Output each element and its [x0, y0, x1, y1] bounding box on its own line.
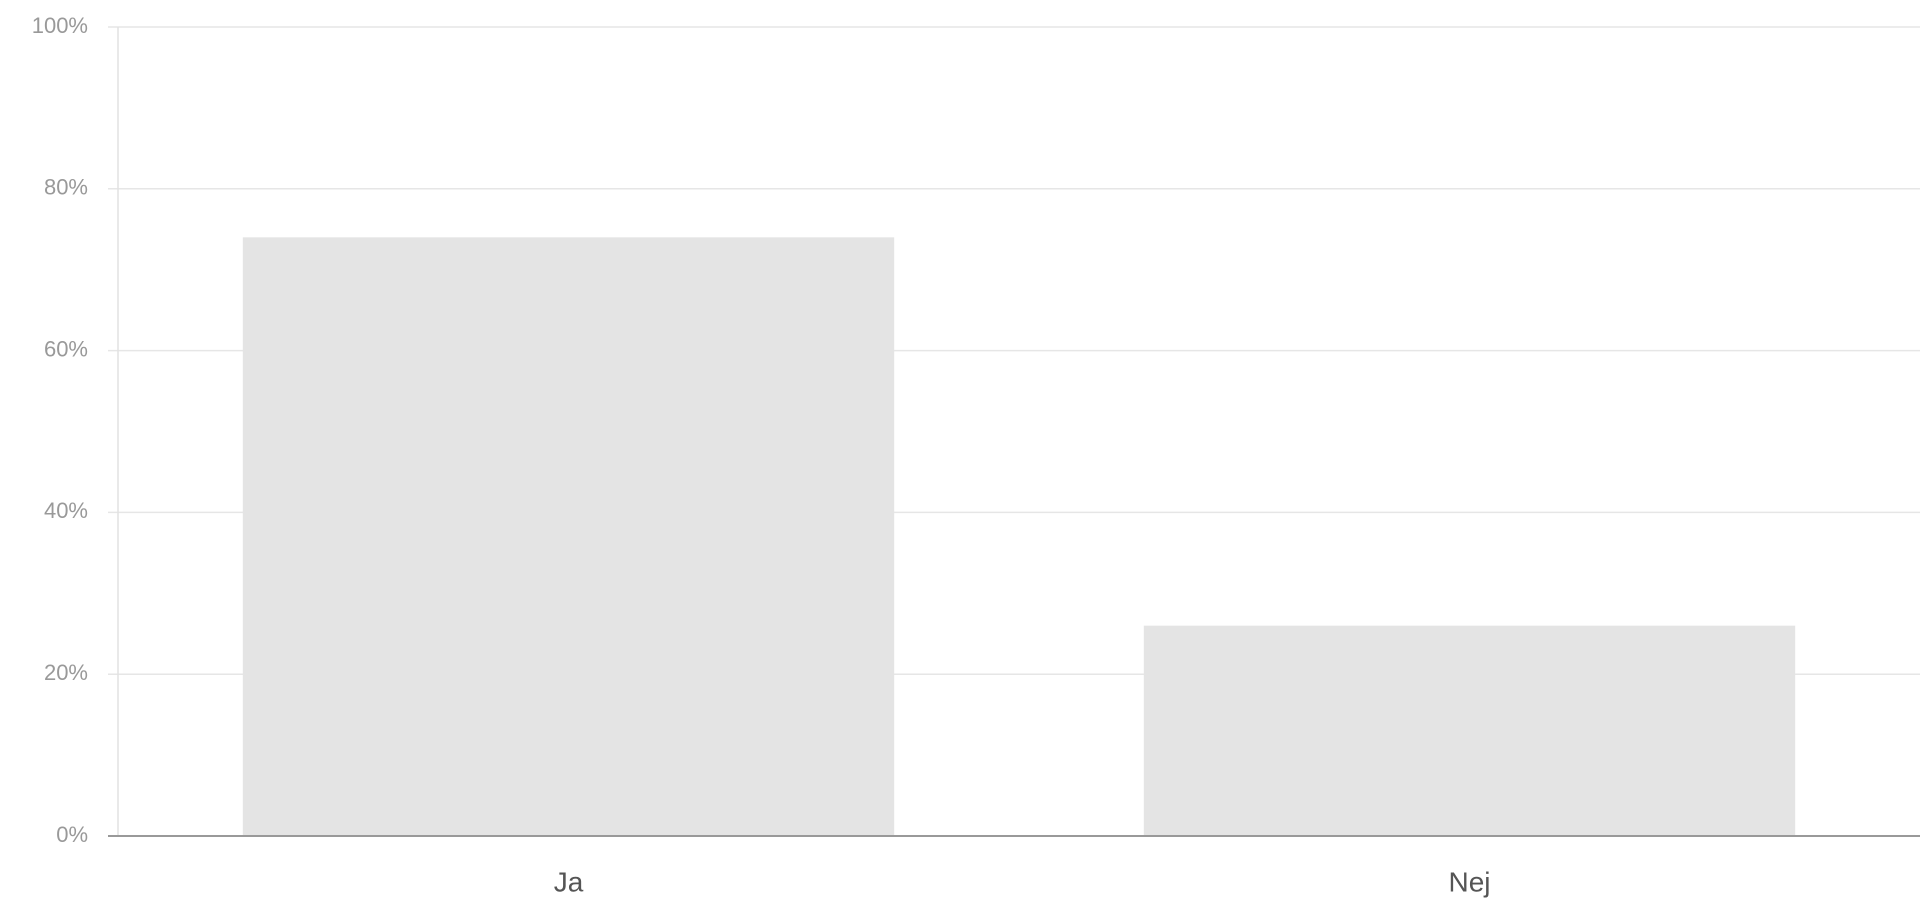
bar [1143, 625, 1796, 836]
y-tick-label: 100% [32, 13, 88, 38]
x-tick-label: Ja [554, 866, 584, 897]
x-tick-label: Nej [1448, 866, 1490, 897]
bar [242, 237, 895, 837]
y-tick-label: 20% [44, 660, 88, 685]
y-tick-label: 80% [44, 175, 88, 200]
y-tick-label: 0% [56, 822, 88, 847]
y-tick-label: 40% [44, 498, 88, 523]
y-tick-label: 60% [44, 336, 88, 361]
